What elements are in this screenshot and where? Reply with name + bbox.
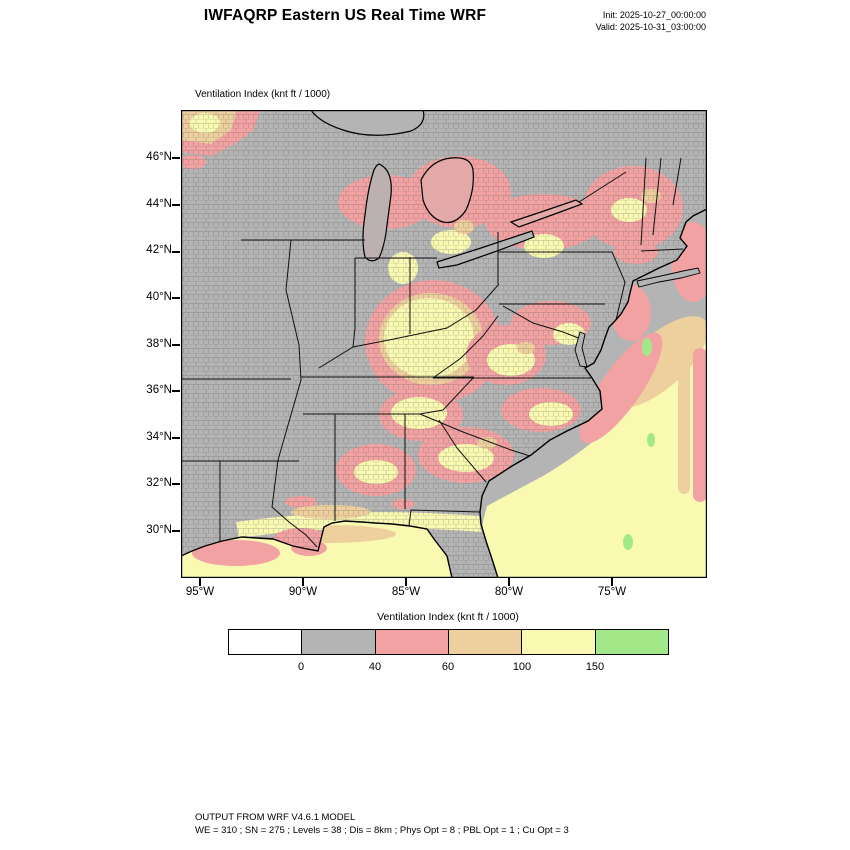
colorbar-cell (374, 629, 449, 655)
lat-tick-mark (172, 483, 180, 485)
great-lakes (310, 110, 584, 269)
lon-tick-mark (611, 578, 613, 586)
field-label: Ventilation Index (knt ft / 1000) (195, 89, 331, 100)
lat-label: 40°N (146, 291, 172, 303)
colorbar-tick-label: 60 (441, 661, 455, 673)
lon-label: 80°W (494, 586, 524, 598)
coastline (181, 208, 707, 578)
lon-label: 90°W (288, 586, 318, 598)
lat-tick-mark (172, 297, 180, 299)
lat-tick-mark (172, 251, 180, 253)
long-island (636, 267, 701, 288)
colorbar (228, 629, 669, 655)
colorbar-cell (301, 629, 376, 655)
run-time-info: Init: 2025-10-27_00:00:00 Valid: 2025-10… (480, 10, 706, 33)
colorbar-tick-label: 0 (297, 661, 305, 673)
lon-tick-mark (302, 578, 304, 586)
lon-label: 95°W (185, 586, 215, 598)
colorbar-title: Ventilation Index (knt ft / 1000) (377, 611, 519, 623)
lat-tick-mark (172, 157, 180, 159)
model-version-line: OUTPUT FROM WRF V4.6.1 MODEL (195, 812, 356, 823)
colorbar-cell (594, 629, 669, 655)
lat-tick-mark (172, 530, 180, 532)
colorbar-tick-label: 40 (368, 661, 382, 673)
lon-tick-mark (199, 578, 201, 586)
state-borders (181, 157, 684, 548)
lon-tick-mark (508, 578, 510, 586)
colorbar-tick-label: 150 (585, 661, 605, 673)
lat-label: 46°N (146, 151, 172, 163)
lon-tick-mark (405, 578, 407, 586)
lat-label: 44°N (146, 198, 172, 210)
valid-time: Valid: 2025-10-31_03:00:00 (595, 21, 706, 32)
lat-tick-mark (172, 390, 180, 392)
lon-label: 75°W (597, 586, 627, 598)
lat-label: 30°N (146, 524, 172, 536)
lat-tick-mark (172, 204, 180, 206)
lat-label: 32°N (146, 477, 172, 489)
ventilation-index-map (181, 110, 707, 578)
footer: OUTPUT FROM WRF V4.6.1 MODEL WE = 310 ; … (195, 811, 569, 837)
map-frame (181, 110, 707, 578)
lat-label: 34°N (146, 431, 172, 443)
colorbar-tick-label: 100 (512, 661, 532, 673)
lat-label: 36°N (146, 384, 172, 396)
colorbar-cell (447, 629, 523, 655)
colorbar-cell (521, 629, 596, 655)
lat-tick-mark (172, 344, 180, 346)
chesapeake-bay (574, 331, 588, 368)
lat-label: 38°N (146, 338, 172, 350)
colorbar-cell (228, 629, 303, 655)
page-title: IWFAQRP Eastern US Real Time WRF (203, 7, 487, 24)
lon-label: 85°W (391, 586, 421, 598)
model-config-line: WE = 310 ; SN = 275 ; Levels = 38 ; Dis … (195, 825, 569, 836)
lat-label: 42°N (146, 244, 172, 256)
lat-tick-mark (172, 437, 180, 439)
init-time: Init: 2025-10-27_00:00:00 (602, 10, 706, 20)
